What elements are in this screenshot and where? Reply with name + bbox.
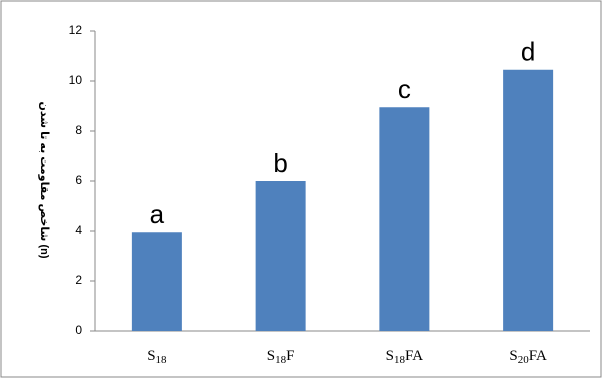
bar (503, 69, 554, 331)
bar (379, 107, 430, 331)
x-tick-label: S18 (147, 348, 167, 365)
bar (255, 181, 306, 331)
y-tick-label: 12 (69, 23, 83, 37)
y-tick-label: 8 (75, 123, 82, 137)
bar (131, 232, 182, 331)
x-tick-label: S18FA (386, 348, 424, 365)
x-tick-label: S20FA (509, 348, 547, 365)
bar-annotation: b (273, 148, 287, 178)
y-tick-label: 0 (75, 323, 82, 337)
y-tick-label: 10 (69, 73, 83, 87)
y-tick-label: 4 (75, 223, 82, 237)
y-axis-label: شاخص مقاومت به تا شدن (n) (38, 102, 50, 259)
bar-annotation: a (150, 199, 165, 229)
bar-annotation: d (521, 37, 535, 67)
bar-annotation: c (398, 74, 411, 104)
y-tick-label: 2 (75, 273, 82, 287)
y-tick-label: 6 (75, 173, 82, 187)
x-tick-label: S18F (267, 348, 295, 365)
